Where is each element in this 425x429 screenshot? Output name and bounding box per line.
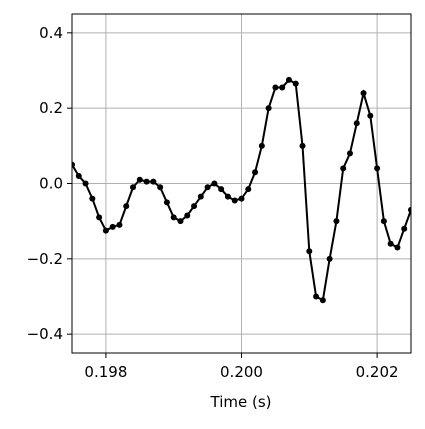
marker <box>211 180 218 187</box>
marker <box>89 195 96 202</box>
y-tick-label: 0.4 <box>39 24 63 42</box>
y-tick-label: 0.2 <box>39 99 63 117</box>
marker <box>116 221 123 228</box>
marker <box>306 248 313 255</box>
plot-frame <box>71 13 412 354</box>
marker <box>292 80 299 87</box>
marker <box>346 150 353 157</box>
marker <box>374 165 381 172</box>
marker <box>157 184 164 191</box>
marker <box>340 165 347 172</box>
marker <box>177 218 184 225</box>
marker <box>123 203 130 210</box>
marker <box>96 214 103 221</box>
marker <box>353 120 360 127</box>
marker <box>408 206 411 213</box>
marker <box>197 193 204 200</box>
marker <box>279 84 286 91</box>
marker <box>82 180 89 187</box>
x-tick-label: 0.198 <box>84 363 127 381</box>
y-tick-label: −0.2 <box>27 250 63 268</box>
marker <box>72 161 75 168</box>
marker <box>218 186 225 193</box>
marker <box>367 112 374 119</box>
marker <box>170 214 177 221</box>
marker <box>272 84 279 91</box>
x-axis-label: Time (s) <box>210 393 272 411</box>
marker <box>238 195 245 202</box>
marker <box>394 244 401 251</box>
x-tick-label: 0.202 <box>356 363 399 381</box>
marker <box>265 105 272 112</box>
marker <box>299 142 306 149</box>
y-tick-label: 0.0 <box>39 175 63 193</box>
marker <box>326 255 333 262</box>
marker <box>143 178 150 185</box>
marker <box>150 178 157 185</box>
marker <box>224 193 231 200</box>
marker <box>245 186 252 193</box>
marker <box>231 197 238 204</box>
marker <box>163 199 170 206</box>
marker <box>75 172 82 179</box>
marker <box>252 169 259 176</box>
marker <box>319 297 326 304</box>
marker <box>184 212 191 219</box>
marker <box>380 218 387 225</box>
marker <box>360 90 367 97</box>
marker <box>136 176 143 183</box>
marker <box>191 203 198 210</box>
marker <box>258 142 265 149</box>
marker <box>130 184 137 191</box>
marker <box>333 218 340 225</box>
marker <box>401 225 408 232</box>
marker <box>387 240 394 247</box>
marker <box>102 227 109 234</box>
marker <box>204 184 211 191</box>
x-tick-label: 0.200 <box>220 363 263 381</box>
marker <box>109 223 116 230</box>
y-tick-label: −0.4 <box>27 325 63 343</box>
marker <box>285 76 292 83</box>
marker <box>313 293 320 300</box>
